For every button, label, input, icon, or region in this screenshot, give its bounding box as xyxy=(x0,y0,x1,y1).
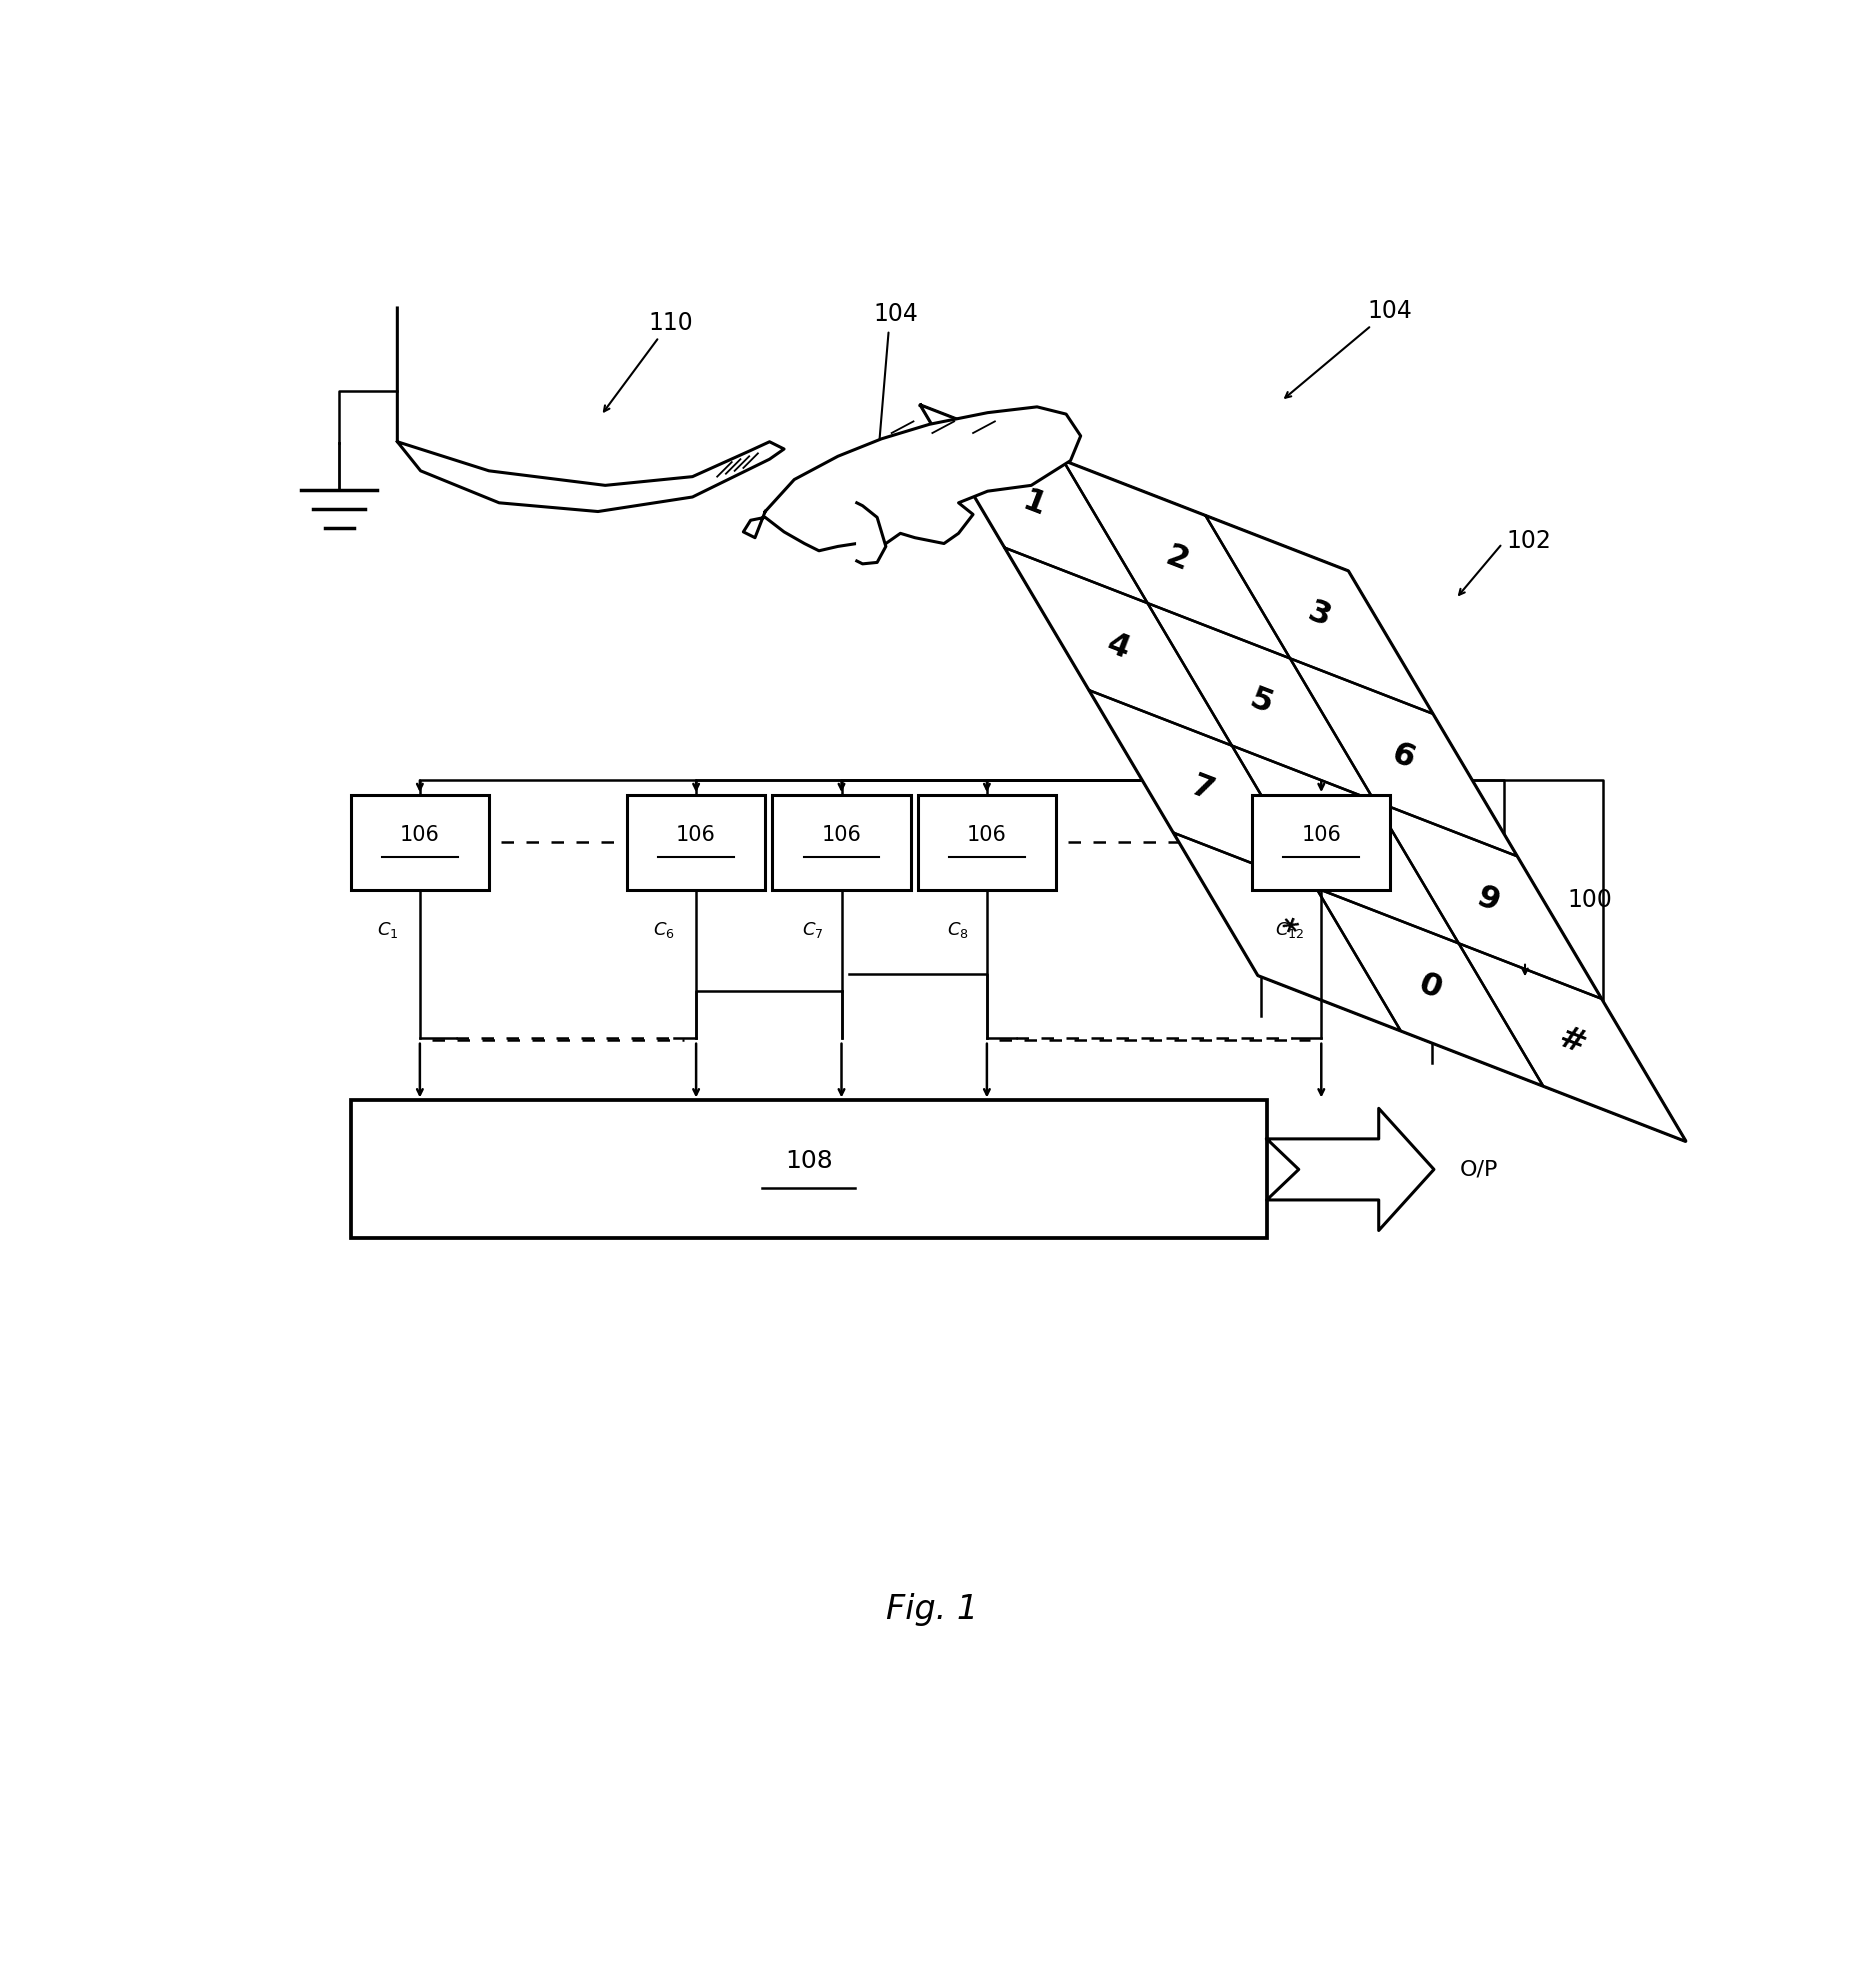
Text: #: # xyxy=(1553,1023,1591,1062)
Text: 6: 6 xyxy=(1388,738,1420,775)
Polygon shape xyxy=(1460,944,1685,1141)
Polygon shape xyxy=(1064,461,1291,658)
Text: 104: 104 xyxy=(1368,298,1413,322)
Text: 4: 4 xyxy=(1103,628,1135,665)
Bar xyxy=(627,795,765,889)
Polygon shape xyxy=(1174,832,1401,1031)
Text: 8: 8 xyxy=(1330,826,1362,864)
Polygon shape xyxy=(1090,691,1317,887)
Text: 106: 106 xyxy=(1302,824,1341,844)
Polygon shape xyxy=(1317,887,1542,1086)
Text: 106: 106 xyxy=(400,824,439,844)
Text: 106: 106 xyxy=(822,824,861,844)
Polygon shape xyxy=(1291,658,1518,856)
Text: 102: 102 xyxy=(1506,528,1551,554)
Text: 3: 3 xyxy=(1304,597,1336,634)
Polygon shape xyxy=(398,308,784,512)
Text: O/P: O/P xyxy=(1460,1160,1499,1180)
Polygon shape xyxy=(857,503,885,563)
Text: Fig. 1: Fig. 1 xyxy=(885,1592,979,1625)
Polygon shape xyxy=(921,406,1148,603)
Bar xyxy=(351,1101,1266,1239)
Text: $C_6$: $C_6$ xyxy=(653,921,675,940)
Text: 0: 0 xyxy=(1415,968,1446,1005)
Bar xyxy=(773,795,910,889)
Polygon shape xyxy=(743,406,1081,552)
Polygon shape xyxy=(1375,801,1602,999)
Bar xyxy=(917,795,1056,889)
Text: 108: 108 xyxy=(784,1148,833,1172)
Text: $C_8$: $C_8$ xyxy=(947,921,968,940)
Text: 106: 106 xyxy=(675,824,717,844)
Polygon shape xyxy=(1148,603,1375,801)
Bar xyxy=(351,795,490,889)
Polygon shape xyxy=(1206,516,1433,715)
Text: $C_{12}$: $C_{12}$ xyxy=(1274,921,1304,940)
Text: 2: 2 xyxy=(1161,542,1193,577)
Bar xyxy=(1253,795,1390,889)
Text: 104: 104 xyxy=(874,302,919,326)
Polygon shape xyxy=(1266,1109,1433,1231)
Text: 1: 1 xyxy=(1019,485,1051,522)
Text: 9: 9 xyxy=(1473,881,1505,919)
Text: 7: 7 xyxy=(1188,771,1219,807)
Text: 100: 100 xyxy=(1568,887,1613,911)
Text: *: * xyxy=(1274,915,1300,950)
Text: 110: 110 xyxy=(649,310,692,334)
Text: $C_1$: $C_1$ xyxy=(377,921,398,940)
Text: 106: 106 xyxy=(966,824,1007,844)
Polygon shape xyxy=(1233,746,1460,944)
Text: 5: 5 xyxy=(1246,683,1278,720)
Text: $C_7$: $C_7$ xyxy=(801,921,824,940)
Polygon shape xyxy=(1006,548,1233,746)
